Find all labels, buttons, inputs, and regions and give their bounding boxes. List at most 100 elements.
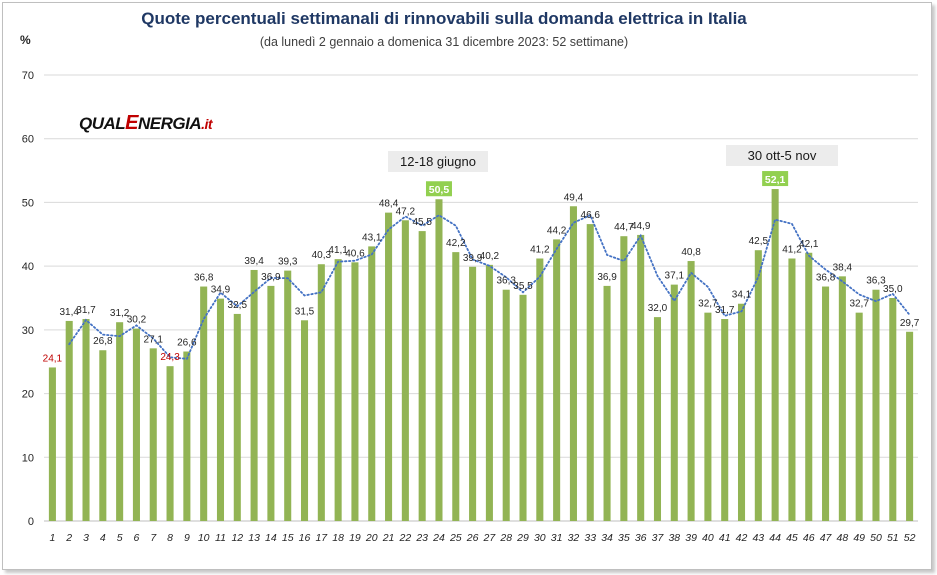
bar: [149, 348, 157, 521]
x-tick-label: 36: [635, 532, 647, 544]
logo-part-4: .it: [201, 116, 213, 132]
data-label-highlight-bg: [762, 171, 789, 187]
x-tick-label: 44: [769, 532, 781, 544]
bar: [586, 224, 594, 521]
data-label: 32,0: [648, 303, 668, 314]
data-label: 31,4: [59, 307, 79, 318]
data-label-highlight-bg: [425, 181, 452, 197]
data-label: 32,7: [849, 299, 869, 310]
data-label: 24,3: [160, 352, 180, 363]
data-label: 26,6: [177, 338, 197, 349]
x-tick-label: 35: [618, 532, 630, 544]
x-tick-label: 34: [601, 532, 613, 544]
trendline: [68, 214, 911, 360]
bar: [485, 264, 493, 521]
qualenergia-logo: QUALENERGIA.it: [79, 112, 213, 135]
logo-part-3: NERGIA: [138, 114, 202, 133]
bar: [351, 262, 359, 521]
bar: [48, 367, 56, 521]
x-tick-label: 26: [466, 532, 479, 544]
bar: [368, 246, 376, 522]
bar: [200, 286, 208, 521]
data-label: 44,9: [631, 221, 651, 232]
x-tick-label: 42: [736, 532, 748, 544]
bar: [721, 319, 729, 521]
bar: [317, 264, 325, 521]
data-label: 35,0: [883, 284, 903, 295]
x-tick-label: 48: [837, 532, 849, 544]
bar: [822, 286, 830, 521]
data-label: 45,5: [412, 217, 432, 228]
x-tick-label: 25: [449, 532, 462, 544]
data-label: 41,1: [328, 245, 348, 256]
x-tick-label: 45: [786, 532, 798, 544]
bar: [65, 320, 73, 521]
chart-title: Quote percentuali settimanali di rinnova…: [141, 9, 747, 28]
data-label: 36,9: [261, 272, 281, 283]
bar: [805, 252, 813, 521]
x-tick-label: 12: [231, 532, 243, 544]
bar: [536, 258, 544, 521]
bar: [300, 320, 309, 521]
data-label: 47,2: [396, 206, 416, 217]
data-label: 37,1: [665, 271, 685, 282]
y-tick-label: 70: [22, 70, 34, 82]
bar: [418, 231, 426, 521]
data-label: 36,3: [496, 276, 516, 287]
bar: [452, 252, 460, 521]
bar: [469, 266, 477, 521]
x-tick-label: 29: [516, 532, 529, 544]
bar: [284, 270, 292, 521]
data-label: 30,2: [127, 315, 147, 326]
x-tick-label: 1: [49, 532, 55, 544]
x-tick-label: 31: [551, 532, 563, 544]
y-tick-label: 50: [22, 197, 34, 209]
bar: [637, 234, 645, 521]
data-label: 46,6: [581, 210, 601, 221]
x-tick-label: 46: [803, 532, 815, 544]
x-tick-label: 20: [365, 532, 378, 544]
y-axis-unit: %: [20, 33, 31, 47]
y-tick-label: 60: [22, 134, 34, 146]
data-label: 35,5: [513, 281, 533, 292]
bar: [401, 220, 409, 522]
data-label: 44,7: [614, 222, 634, 233]
logo-part-2: E: [125, 112, 139, 134]
data-label: 31,2: [110, 308, 130, 319]
data-label: 42,2: [446, 238, 466, 249]
data-label: 36,8: [816, 273, 836, 284]
x-tick-label: 11: [215, 532, 226, 544]
x-tick-label: 49: [853, 532, 865, 544]
x-tick-label: 52: [904, 532, 916, 544]
x-tick-label: 14: [265, 532, 277, 544]
data-label: 40,2: [480, 251, 500, 262]
bar: [267, 285, 275, 521]
x-tick-label: 18: [332, 532, 344, 544]
x-tick-label: 22: [399, 532, 412, 544]
data-label: 43,1: [362, 232, 382, 243]
annotation-june: 12-18 giugno: [388, 151, 488, 172]
x-tick-label: 8: [167, 532, 173, 544]
bar: [653, 317, 662, 521]
data-label: 42,5: [749, 236, 769, 247]
logo-part-1: QUAL: [79, 114, 126, 133]
bar: [670, 284, 678, 521]
bar: [250, 269, 258, 521]
data-label: 41,2: [782, 244, 802, 255]
x-tick-label: 9: [184, 532, 190, 544]
x-tick-label: 4: [100, 532, 106, 544]
bar: [889, 298, 897, 521]
data-label: 39,9: [463, 253, 483, 264]
x-tick-label: 30: [534, 532, 546, 544]
data-label: 31,5: [295, 306, 315, 317]
x-tick-label: 47: [820, 532, 833, 544]
x-tick-label: 19: [349, 532, 361, 544]
x-tick-label: 51: [887, 532, 899, 544]
bar: [569, 206, 577, 521]
bar: [166, 366, 174, 521]
y-tick-label: 0: [28, 516, 34, 528]
x-tick-label: 43: [752, 532, 764, 544]
bar: [737, 303, 746, 521]
bar: [519, 294, 527, 521]
x-tick-label: 17: [315, 532, 328, 544]
